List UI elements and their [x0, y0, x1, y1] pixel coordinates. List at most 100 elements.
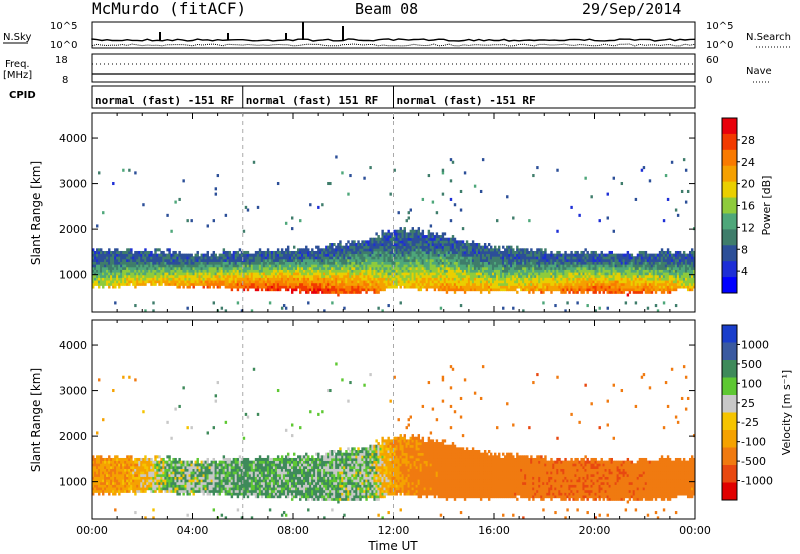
power-cell — [502, 261, 505, 265]
power-cell — [232, 250, 236, 255]
power-cell — [417, 277, 421, 281]
power-cell — [351, 282, 354, 286]
power-cell — [508, 274, 511, 278]
power-cell — [423, 285, 427, 289]
power-cell — [260, 274, 264, 278]
power-cell — [640, 280, 644, 284]
power-cell — [337, 288, 340, 292]
power-cell — [274, 250, 278, 255]
power-cell — [156, 258, 159, 262]
power-cell — [413, 282, 417, 286]
power-cell — [471, 274, 475, 278]
power-cell — [504, 277, 507, 281]
power-cell — [303, 277, 306, 281]
power-cell — [363, 277, 366, 281]
power-cell — [686, 266, 690, 270]
power-cell — [467, 261, 471, 265]
power-cell — [606, 277, 609, 281]
power-cell — [126, 269, 129, 273]
power-cell — [246, 269, 250, 273]
power-cell — [138, 264, 141, 268]
power-cell — [218, 253, 222, 257]
power-cell — [588, 264, 591, 268]
power-cell — [248, 282, 252, 286]
power-cell — [431, 245, 435, 249]
power-cell — [620, 258, 624, 262]
power-cell — [682, 250, 686, 255]
power-cell — [580, 253, 583, 257]
power-cell — [409, 229, 412, 233]
power-cell — [114, 285, 117, 289]
power-cell — [550, 269, 553, 273]
power-cell — [270, 256, 274, 260]
power-cell — [132, 269, 135, 273]
power-cell — [210, 256, 213, 260]
power-cell — [463, 290, 467, 294]
power-cell — [126, 256, 129, 260]
power-cell — [132, 264, 135, 268]
power-cell — [278, 272, 282, 276]
power-cell — [602, 280, 605, 284]
power-cell — [319, 269, 322, 273]
power-cell — [433, 277, 437, 281]
power-cell — [618, 274, 622, 278]
power-cell — [114, 301, 117, 305]
power-cell — [399, 235, 402, 239]
power-cell — [556, 282, 559, 286]
power-cell — [176, 253, 179, 257]
power-cell — [284, 306, 288, 310]
power-cell — [118, 277, 121, 281]
power-cell — [224, 272, 228, 276]
power-cell — [331, 272, 334, 276]
power-cell — [395, 264, 398, 268]
power-cell — [393, 272, 396, 276]
power-cell — [377, 272, 380, 276]
power-cell — [425, 253, 429, 257]
power-cell — [104, 250, 107, 255]
power-cell — [367, 274, 370, 278]
nave-top-tick: 60 — [706, 55, 719, 66]
power-cell — [373, 290, 376, 294]
power-cell — [268, 282, 272, 286]
power-cell — [640, 290, 644, 294]
power-cell — [325, 280, 328, 284]
power-cell — [106, 282, 109, 286]
power-cell — [590, 277, 593, 281]
power-cell — [353, 258, 356, 262]
power-cell — [345, 288, 348, 292]
power-cell — [686, 261, 690, 265]
power-cell — [620, 181, 624, 186]
power-cell — [104, 261, 107, 265]
power-cell — [361, 243, 364, 247]
power-cell — [224, 274, 228, 278]
power-cell — [409, 235, 412, 239]
power-cell — [429, 272, 433, 276]
power-cell — [592, 250, 595, 255]
power-cell — [260, 280, 264, 284]
power-cell — [309, 272, 312, 276]
power-cell — [166, 282, 169, 286]
power-cell — [252, 269, 256, 273]
power-cell — [427, 280, 431, 284]
power-cell — [558, 266, 561, 270]
power-cell — [345, 280, 348, 284]
power-cell — [586, 288, 589, 292]
power-cell — [365, 256, 368, 260]
power-cell — [411, 232, 414, 236]
power-cell — [321, 274, 324, 278]
power-cell — [297, 285, 300, 289]
power-cell — [214, 187, 218, 191]
power-cell — [130, 261, 133, 265]
power-cell — [582, 269, 585, 273]
power-cell — [676, 282, 680, 286]
power-cell — [411, 282, 414, 286]
power-cell — [100, 256, 103, 260]
power-cell — [323, 266, 326, 270]
power-cell — [469, 261, 473, 265]
power-cell — [371, 288, 374, 292]
power-cell — [266, 261, 270, 265]
power-cell — [415, 229, 419, 233]
power-cell — [367, 243, 370, 247]
power-cell — [303, 256, 306, 260]
power-cell — [232, 277, 236, 281]
